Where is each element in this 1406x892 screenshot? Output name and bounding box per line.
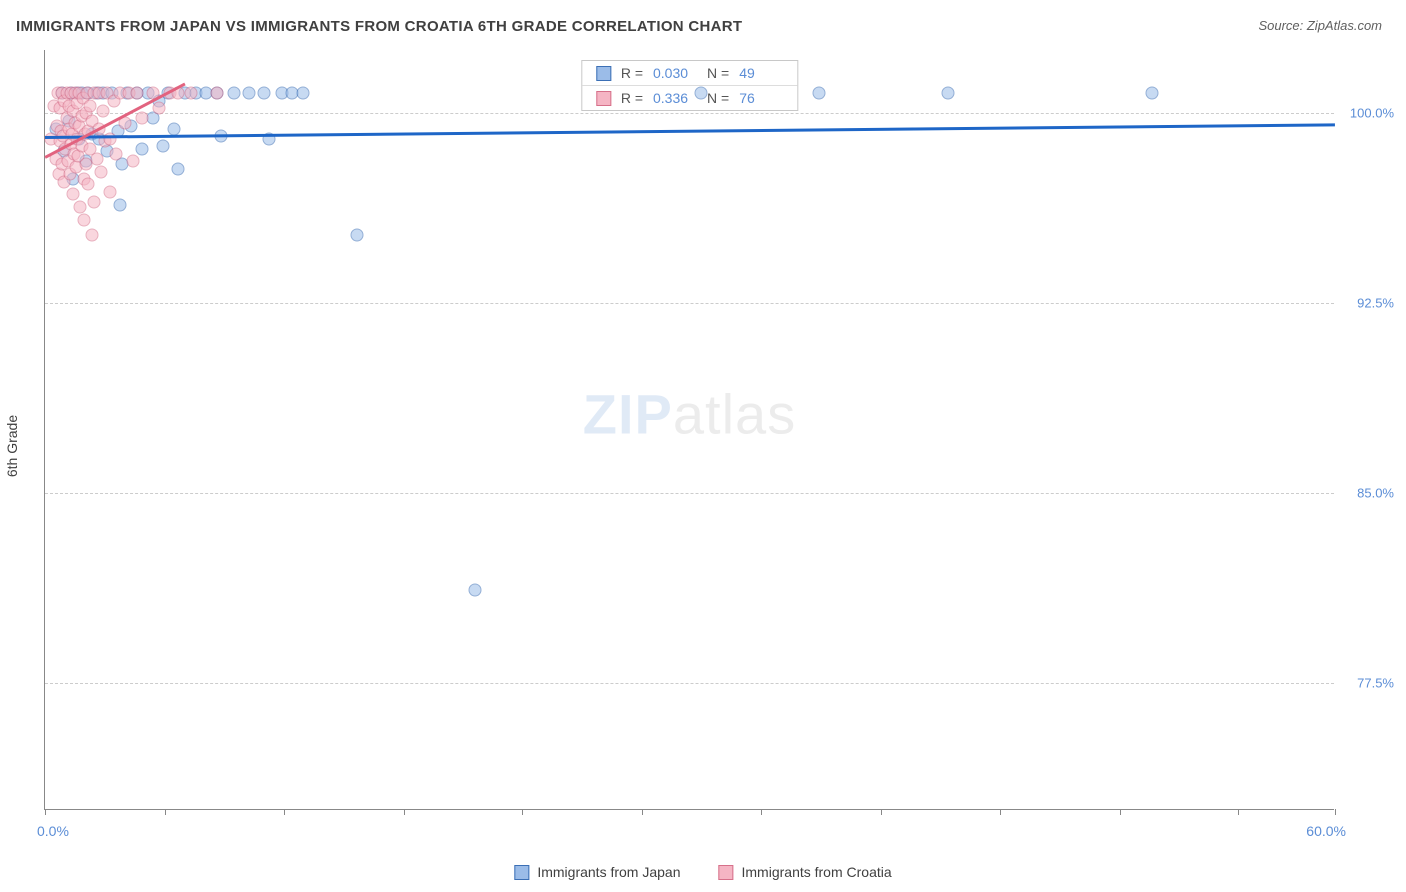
data-point-japan (114, 198, 127, 211)
data-point-croatia (82, 178, 95, 191)
chart-title: IMMIGRANTS FROM JAPAN VS IMMIGRANTS FROM… (16, 18, 742, 35)
data-point-japan (172, 163, 185, 176)
series-legend: Immigrants from Japan Immigrants from Cr… (514, 864, 891, 880)
data-point-japan (168, 122, 181, 135)
swatch-croatia-icon (719, 865, 734, 880)
data-point-japan (297, 87, 310, 100)
x-tick (522, 809, 523, 815)
data-point-japan (135, 142, 148, 155)
data-point-japan (350, 228, 363, 241)
data-point-croatia (97, 104, 110, 117)
x-tick (1000, 809, 1001, 815)
y-tick-label: 77.5% (1357, 676, 1394, 691)
n-label: N = (707, 65, 729, 81)
swatch-japan-icon (596, 66, 611, 81)
data-point-croatia (103, 132, 116, 145)
gridline (45, 493, 1334, 494)
stats-row-croatia: R = 0.336 N = 76 (582, 86, 797, 110)
data-point-japan (228, 87, 241, 100)
data-point-croatia (66, 188, 79, 201)
x-tick (1335, 809, 1336, 815)
data-point-japan (1146, 87, 1159, 100)
data-point-japan (157, 140, 170, 153)
data-point-japan (258, 87, 271, 100)
swatch-croatia-icon (596, 91, 611, 106)
x-tick (165, 809, 166, 815)
watermark-zip: ZIP (583, 383, 673, 446)
n-value-japan: 49 (739, 65, 783, 81)
y-tick-label: 92.5% (1357, 296, 1394, 311)
data-point-croatia (74, 201, 87, 214)
data-point-croatia (90, 152, 103, 165)
y-axis-label: 6th Grade (4, 415, 20, 477)
x-tick (1120, 809, 1121, 815)
x-tick (284, 809, 285, 815)
r-label: R = (621, 90, 643, 106)
r-value-croatia: 0.336 (653, 90, 697, 106)
gridline (45, 683, 1334, 684)
gridline (45, 303, 1334, 304)
data-point-croatia (131, 87, 144, 100)
data-point-japan (813, 87, 826, 100)
data-point-japan (694, 87, 707, 100)
data-point-croatia (109, 147, 122, 160)
trendline-japan (45, 123, 1335, 138)
y-tick-label: 85.0% (1357, 486, 1394, 501)
x-axis-max-label: 60.0% (1306, 823, 1346, 839)
n-label: N = (707, 90, 729, 106)
y-tick-label: 100.0% (1350, 106, 1394, 121)
legend-label-croatia: Immigrants from Croatia (742, 864, 892, 880)
gridline (45, 113, 1334, 114)
x-tick (45, 809, 46, 815)
source-attribution: Source: ZipAtlas.com (1258, 18, 1382, 33)
x-axis-min-label: 0.0% (37, 823, 69, 839)
data-point-croatia (77, 213, 90, 226)
data-point-croatia (135, 112, 148, 125)
scatter-plot-area: ZIPatlas R = 0.030 N = 49 R = 0.336 N = … (44, 50, 1334, 810)
r-value-japan: 0.030 (653, 65, 697, 81)
x-tick (761, 809, 762, 815)
stats-row-japan: R = 0.030 N = 49 (582, 61, 797, 86)
data-point-croatia (152, 102, 165, 115)
data-point-japan (942, 87, 955, 100)
n-value-croatia: 76 (739, 90, 783, 106)
legend-label-japan: Immigrants from Japan (537, 864, 680, 880)
swatch-japan-icon (514, 865, 529, 880)
correlation-stats-box: R = 0.030 N = 49 R = 0.336 N = 76 (581, 60, 798, 111)
data-point-croatia (88, 196, 101, 209)
data-point-croatia (211, 87, 224, 100)
x-tick (1238, 809, 1239, 815)
data-point-croatia (127, 155, 140, 168)
data-point-croatia (185, 87, 198, 100)
data-point-croatia (86, 228, 99, 241)
data-point-croatia (103, 185, 116, 198)
data-point-croatia (94, 165, 107, 178)
legend-item-japan: Immigrants from Japan (514, 864, 680, 880)
x-tick (404, 809, 405, 815)
watermark: ZIPatlas (583, 382, 796, 447)
data-point-japan (243, 87, 256, 100)
data-point-croatia (84, 99, 97, 112)
data-point-japan (469, 583, 482, 596)
x-tick (881, 809, 882, 815)
watermark-atlas: atlas (673, 383, 796, 446)
legend-item-croatia: Immigrants from Croatia (719, 864, 892, 880)
x-tick (642, 809, 643, 815)
r-label: R = (621, 65, 643, 81)
